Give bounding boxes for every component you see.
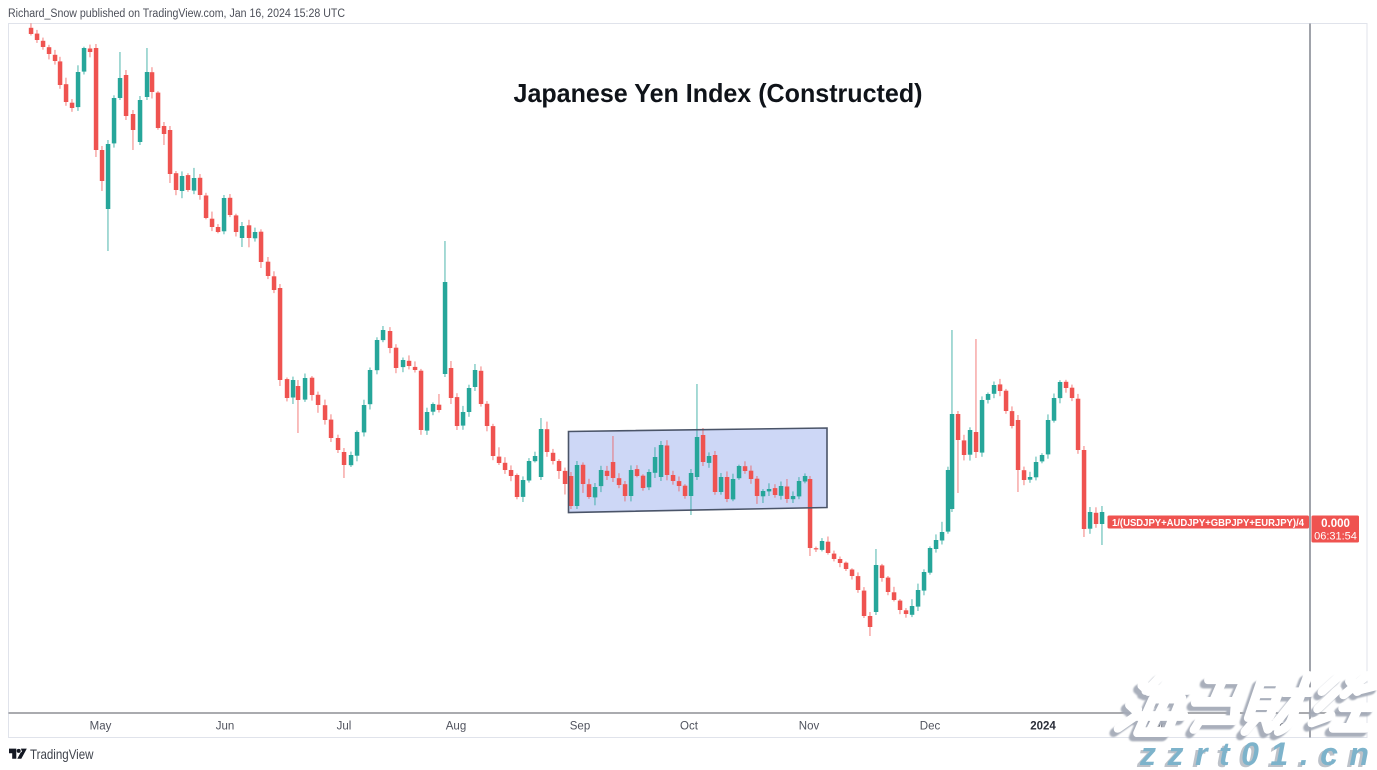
svg-text:1/(USDJPY+AUDJPY+GBPJPY+EURJPY: 1/(USDJPY+AUDJPY+GBPJPY+EURJPY)/4: [1112, 517, 1304, 529]
svg-text:May: May: [90, 721, 112, 733]
svg-text:Jul: Jul: [337, 721, 352, 733]
svg-text:Oct: Oct: [680, 721, 699, 733]
svg-text:0.000: 0.000: [1321, 518, 1350, 530]
svg-text:Dec: Dec: [920, 721, 941, 733]
svg-text:Aug: Aug: [446, 721, 466, 733]
svg-text:2024: 2024: [1030, 721, 1056, 733]
svg-text:Nov: Nov: [799, 721, 820, 733]
svg-text:zzrt01.cn: zzrt01.cn: [1139, 736, 1377, 770]
svg-text:Japanese Yen Index (Constructe: Japanese Yen Index (Constructed): [514, 78, 923, 108]
svg-text:TradingView: TradingView: [30, 746, 94, 762]
svg-text:Richard_Snow published on Trad: Richard_Snow published on TradingView.co…: [8, 8, 345, 20]
svg-text:Jun: Jun: [216, 721, 235, 733]
svg-text:Sep: Sep: [570, 721, 590, 733]
svg-text:06:31:54: 06:31:54: [1314, 531, 1357, 543]
svg-text:zzrt01.cn: zzrt01.cn: [1136, 738, 1377, 770]
